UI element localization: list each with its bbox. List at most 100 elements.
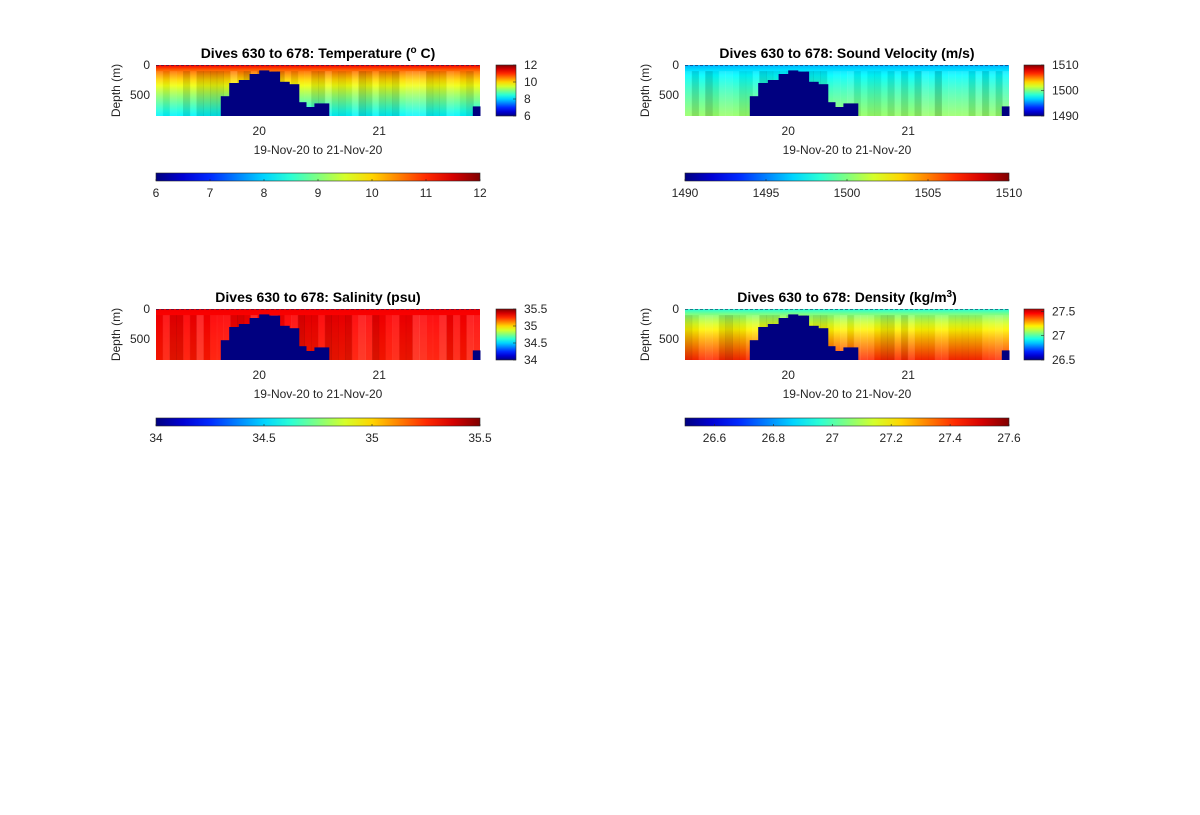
bottom-colorbar-label: 27.2 [880,431,904,445]
heatmap-column [432,315,440,360]
heatmap-column [331,71,339,116]
heatmap-column [385,315,393,360]
heatmap-column [921,71,929,116]
heatmap-column [324,71,332,116]
no-data-block [749,96,759,116]
heatmap-column [982,71,990,116]
heatmap-column [988,71,996,116]
heatmap-column [887,71,895,116]
no-data-block [268,71,281,116]
heatmap-column [473,315,481,360]
side-colorbar-label: 27.5 [1052,304,1076,318]
side-colorbar-label: 6 [524,109,531,123]
heatmap-column [223,315,231,360]
heatmap-column [162,71,170,116]
heatmap-column [176,315,184,360]
side-colorbar-label: 34.5 [524,336,548,350]
heatmap-column [399,315,407,360]
heatmap-column [928,315,936,360]
heatmap-column [459,71,467,116]
heatmap-column [405,315,413,360]
bottom-colorbar-label: 11 [420,186,433,200]
heatmap-column [189,71,197,116]
heatmap-column [941,315,949,360]
y-axis-label: Depth (m) [638,308,652,361]
heatmap-column [732,71,740,116]
heatmap-column [705,315,713,360]
heatmap-column [399,71,407,116]
x-axis-label: 19-Nov-20 to 21-Nov-20 [254,387,383,401]
no-data-block [306,351,315,360]
heatmap-column [752,315,760,360]
panel-1: Dives 630 to 678: Temperature (o C) 0 500 D… [109,45,538,200]
bottom-colorbar-label: 1495 [753,186,780,200]
no-data-block [788,70,799,116]
side-colorbar-label: 12 [524,58,538,72]
y-tick-label: 0 [143,58,150,72]
x-tick-label: 21 [373,368,387,382]
heatmap-column [351,71,359,116]
heatmap-column [739,315,747,360]
heatmap-column [169,71,177,116]
side-colorbar-label: 1510 [1052,58,1079,72]
heatmap-column [1002,71,1010,116]
heatmap-column [691,315,699,360]
heatmap-column [365,71,373,116]
y-tick-label: 0 [143,302,150,316]
heatmap-column [961,71,969,116]
heatmap-column [183,315,191,360]
bottom-colorbar [684,417,1010,427]
no-data-block [472,106,481,116]
heatmap-column [365,315,373,360]
heatmap-column [975,315,983,360]
heatmap-column [880,71,888,116]
heatmap-column [392,71,400,116]
heatmap-column [725,71,733,116]
heatmap-column [948,71,956,116]
no-data-block [797,315,810,360]
heatmap-column [739,71,747,116]
no-data-block [778,74,789,116]
bottom-colorbar-label: 26.6 [703,431,727,445]
bottom-colorbar-label: 1505 [915,186,942,200]
heatmap-column [712,71,720,116]
heatmap-column [914,71,922,116]
heatmap-column [847,315,855,360]
heatmap-column [982,315,990,360]
heatmap-column [378,71,386,116]
heatmap-column [725,315,733,360]
heatmap-column [833,315,841,360]
bottom-colorbar-label: 1490 [672,186,699,200]
heatmap-column [439,71,447,116]
y-tick-label: 500 [130,332,150,346]
side-colorbar-label: 1490 [1052,109,1079,123]
heatmap-column [203,71,211,116]
heatmap-column [304,71,312,116]
bottom-colorbar-label: 34.5 [252,431,276,445]
heatmap-column [995,315,1003,360]
heatmap-column [372,315,380,360]
no-data-block [229,327,240,360]
heatmap-column [345,315,353,360]
y-axis-label: Depth (m) [109,308,123,361]
heatmap-column [345,71,353,116]
heatmap-column [311,71,319,116]
heatmap-column [392,315,400,360]
no-data-block [298,102,307,116]
heatmap-column [466,71,474,116]
panel-3: Dives 630 to 678: Salinity (psu) 0 500 Dept… [109,289,548,445]
heatmap-column [975,71,983,116]
heatmap-column [432,71,440,116]
heatmap-column [968,71,976,116]
no-data-block [835,351,844,360]
panel-title: Dives 630 to 678: Temperature (o C) [201,45,436,61]
heatmap-column [311,315,319,360]
heatmap-column [928,71,936,116]
heatmap-column [453,315,461,360]
y-tick-label: 500 [659,332,679,346]
no-data-block [268,315,281,360]
heatmap-column [718,71,726,116]
heatmap-column [156,315,164,360]
heatmap-column [216,315,224,360]
